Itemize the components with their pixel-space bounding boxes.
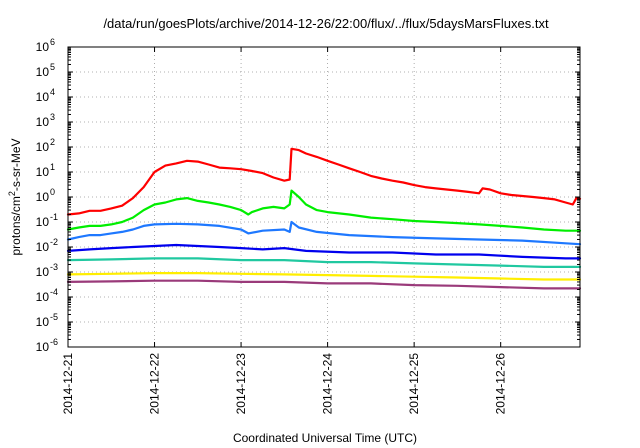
y-tick-label: 10-4: [36, 287, 58, 304]
y-tick-label: 101: [36, 162, 55, 179]
y-tick-exponent: 2: [50, 137, 55, 147]
y-tick-label: 10-2: [36, 237, 58, 254]
y-tick-exponent: 1: [50, 162, 55, 172]
y-tick-label: 100: [36, 187, 55, 204]
y-tick-label: 102: [36, 137, 55, 154]
y-tick-exponent: 6: [50, 37, 55, 47]
y-axis-label-rest: -s-sr-MeV: [9, 138, 23, 191]
x-tick-label: 2014-12-21: [61, 353, 75, 415]
series-line: [66, 220, 582, 246]
x-tick-label: 2014-12-22: [148, 353, 162, 415]
y-tick-exponent: 5: [50, 62, 55, 72]
y-tick-base: 10: [36, 140, 50, 154]
x-tick-label: 2014-12-26: [494, 353, 508, 415]
y-tick-label: 10-6: [36, 337, 58, 354]
y-tick-base: 10: [36, 90, 50, 104]
series-line: [66, 279, 582, 290]
y-tick-label: 104: [36, 87, 55, 104]
y-tick-exponent: 4: [50, 87, 55, 97]
y-tick-base: 10: [36, 40, 50, 54]
y-axis-label: protons/cm2-s-sr-MeV: [7, 138, 23, 255]
y-tick-base: 10: [36, 215, 50, 229]
x-axis-ticks: 2014-12-21 2014-12-22 2014-12-23 2014-12-24…: [61, 47, 508, 414]
y-tick-exponent: -3: [50, 262, 58, 272]
y-tick-exponent: 0: [50, 187, 55, 197]
x-tick-label: 2014-12-23: [234, 353, 248, 415]
y-tick-exponent: -5: [50, 312, 58, 322]
y-tick-base: 10: [36, 315, 50, 329]
y-tick-base: 10: [36, 290, 50, 304]
series-line: [66, 257, 582, 268]
y-tick-label: 106: [36, 37, 55, 54]
y-tick-base: 10: [36, 115, 50, 129]
y-tick-base: 10: [36, 165, 50, 179]
y-axis-label-base: protons/cm: [9, 196, 23, 255]
y-tick-base: 10: [36, 265, 50, 279]
y-tick-label: 10-3: [36, 262, 58, 279]
y-tick-exponent: -1: [50, 212, 58, 222]
y-tick-exponent: -2: [50, 237, 58, 247]
x-axis-label: Coordinated Universal Time (UTC): [233, 431, 417, 445]
x-tick-label: 2014-12-25: [407, 353, 421, 415]
y-tick-base: 10: [36, 240, 50, 254]
chart-title: /data/run/goesPlots/archive/2014-12-26/2…: [103, 16, 549, 31]
x-tick-label: 2014-12-24: [321, 353, 335, 415]
y-tick-exponent: 3: [50, 112, 55, 122]
grid: [68, 47, 580, 347]
series-line: [66, 189, 582, 232]
y-tick-label: 10-1: [36, 212, 58, 229]
y-tick-label: 105: [36, 62, 55, 79]
series-group: [66, 147, 582, 290]
y-tick-label: 103: [36, 112, 55, 129]
y-tick-exponent: -4: [50, 287, 58, 297]
y-tick-base: 10: [36, 340, 50, 354]
y-tick-base: 10: [36, 190, 50, 204]
series-line: [66, 272, 582, 281]
y-tick-exponent: -6: [50, 337, 58, 347]
series-line: [66, 243, 582, 260]
y-axis-label-sup: 2: [7, 191, 17, 196]
y-tick-base: 10: [36, 65, 50, 79]
series-line: [66, 147, 582, 216]
y-tick-label: 10-5: [36, 312, 58, 329]
